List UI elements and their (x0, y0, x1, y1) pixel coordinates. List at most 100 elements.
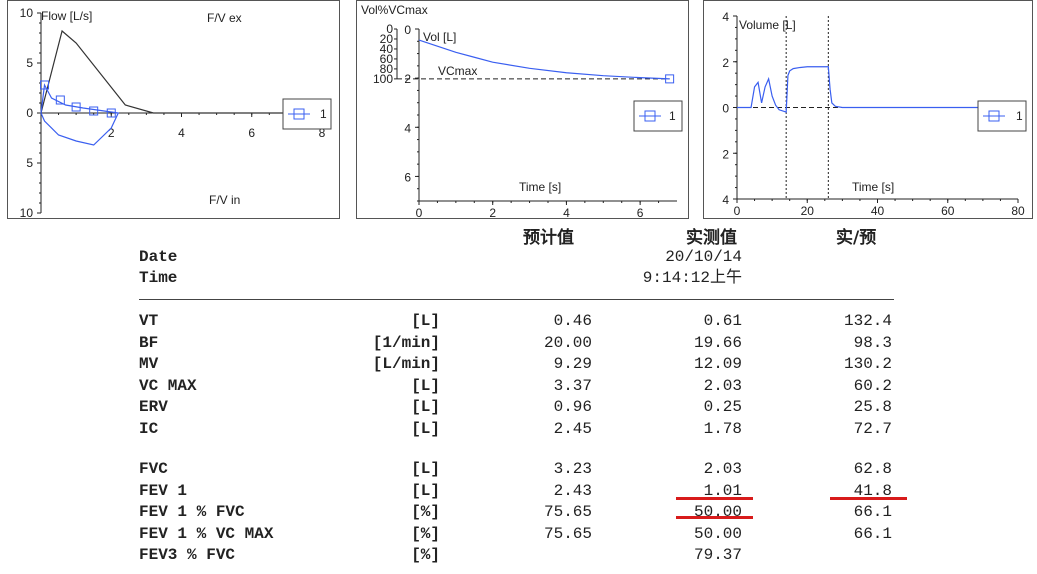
fv-y-tick-label: 5 (26, 56, 33, 70)
highlight-fev1-ratio (830, 497, 907, 500)
metric-ratio: 66.1 (853, 503, 892, 521)
vt-y-tick-label: 0 (722, 102, 729, 116)
vt-series-1-line (737, 66, 983, 113)
fv-y-tick-label: 10 (20, 6, 34, 20)
metric-predicted: 20.00 (543, 333, 592, 352)
metric-name: FEV3 % FVC (139, 546, 236, 564)
metric-predicted: 0.96 (553, 398, 592, 416)
metric-predicted: 3.37 (553, 376, 592, 395)
metric-unit: [L] (411, 312, 440, 330)
metric-ratio: 41.8 (853, 481, 892, 500)
metric-unit: [%] (411, 524, 440, 543)
fv-legend: 1 (282, 98, 332, 130)
metric-measured: 1.78 (703, 419, 742, 438)
metric-unit: [%] (411, 503, 440, 521)
col-header-ratio: 实/预 (836, 228, 877, 248)
vp-ylabel-left: Vol%VCmax (361, 3, 428, 17)
vp-pct-tick-label: 0 (386, 22, 393, 36)
vp-marker (665, 74, 675, 84)
vp-legend-label: 1 (669, 109, 676, 123)
vp-series-1-line (418, 39, 670, 80)
metric-ratio: 25.8 (853, 398, 892, 416)
fv-y-tick-label: 0 (26, 106, 33, 120)
vp-y-tick-label: 0 (404, 23, 411, 37)
fv-predicted-line (40, 29, 322, 114)
metric-unit: [L] (411, 460, 440, 478)
vt-y-tick-label: 2 (722, 56, 729, 70)
volume-percent-chart: 0 2 4 6 0 20 40 60 80 100 0 2 4 6 Vol%VCmax Vol [L] V… (356, 0, 689, 219)
vp-pct-tick-label: 80 (380, 62, 394, 76)
metric-unit: [%] (411, 546, 440, 564)
metric-measured: 19.66 (693, 333, 742, 352)
highlight-fev1-fvc-measured (676, 516, 753, 519)
metric-predicted: 0.46 (553, 312, 592, 330)
metric-measured: 2.03 (703, 376, 742, 395)
date-value: 20/10/14 (665, 248, 742, 266)
metric-predicted: 3.23 (553, 460, 592, 478)
metric-name: IC (139, 419, 159, 438)
metric-name: FVC (139, 460, 168, 478)
vp-pct-tick-label: 20 (380, 32, 394, 46)
metric-predicted: 75.65 (543, 503, 592, 521)
vp-x-tick-label: 0 (416, 206, 423, 218)
vp-x-tick-label: 4 (563, 206, 570, 218)
fv-legend-label: 1 (320, 107, 327, 121)
metric-measured: 1.01 (703, 481, 742, 500)
vt-legend-label: 1 (1016, 109, 1023, 123)
vt-y-tick-label: 2 (722, 147, 729, 161)
col-header-measured: 实测值 (686, 228, 737, 248)
col-header-predicted: 预计值 (523, 228, 574, 248)
metric-ratio: 72.7 (853, 419, 892, 438)
fv-x-tick-label: 4 (178, 126, 185, 140)
fv-marker (71, 102, 81, 112)
fv-series-1-line (40, 83, 120, 146)
vp-x-tick-label: 2 (489, 206, 496, 218)
vp-xlabel: Time [s] (519, 180, 561, 194)
volume-time-chart: 4 2 0 2 4 0 20 40 60 80 Volume [L] Time [s] 1 (703, 0, 1033, 219)
metric-predicted: 75.65 (543, 524, 592, 543)
flow-volume-plot: 10 5 0 5 10 2 4 6 8 Flow [L/s] F/V ex F/V in 1 (20, 6, 332, 218)
metric-measured: 2.03 (703, 460, 742, 478)
metric-measured: 0.25 (703, 398, 742, 416)
metric-predicted: 2.45 (553, 419, 592, 438)
fv-x-tick-label: 6 (248, 126, 255, 140)
metric-predicted: 9.29 (553, 355, 592, 373)
fv-x-tick-label: 8 (319, 126, 326, 140)
vp-y-tick-label: 4 (404, 121, 411, 135)
vt-xlabel: Time [s] (852, 180, 894, 194)
fv-marker (89, 106, 99, 116)
fv-marker (40, 80, 50, 90)
metric-ratio: 130.2 (843, 355, 892, 373)
fv-marker (106, 108, 116, 118)
vt-x-tick-label: 60 (941, 204, 955, 218)
vt-y-tick-label: 4 (722, 193, 729, 207)
vt-x-tick-label: 40 (871, 204, 885, 218)
vt-x-tick-label: 20 (801, 204, 815, 218)
metric-measured: 0.61 (703, 312, 742, 330)
vt-x-tick-label: 0 (734, 204, 741, 218)
metric-name: MV (139, 355, 159, 373)
fv-marker (55, 95, 65, 105)
metric-measured: 50.00 (693, 503, 742, 521)
vp-pct-tick-label: 100 (373, 72, 393, 86)
vp-pct-tick-label: 60 (380, 52, 394, 66)
metric-ratio: 98.3 (853, 333, 892, 352)
vp-y-tick-label: 6 (404, 170, 411, 184)
metric-name: BF (139, 333, 159, 352)
metric-name: FEV 1 % FVC (139, 503, 245, 521)
metric-name: VC MAX (139, 376, 197, 395)
flow-volume-chart: 10 5 0 5 10 2 4 6 8 Flow [L/s] F/V ex F/V in 1 (7, 0, 340, 219)
fv-title-top: F/V ex (207, 11, 242, 25)
vp-vcmax-label: VCmax (438, 64, 477, 78)
fv-x-tick-label: 2 (108, 126, 115, 140)
metric-name: FEV 1 % VC MAX (139, 524, 274, 543)
vt-legend: 1 (977, 100, 1027, 132)
metric-measured: 50.00 (693, 524, 742, 543)
fv-title-bottom: F/V in (209, 193, 240, 207)
time-label: Time (139, 269, 178, 287)
highlight-fev1-measured (676, 497, 753, 500)
metric-unit: [L] (411, 481, 440, 500)
